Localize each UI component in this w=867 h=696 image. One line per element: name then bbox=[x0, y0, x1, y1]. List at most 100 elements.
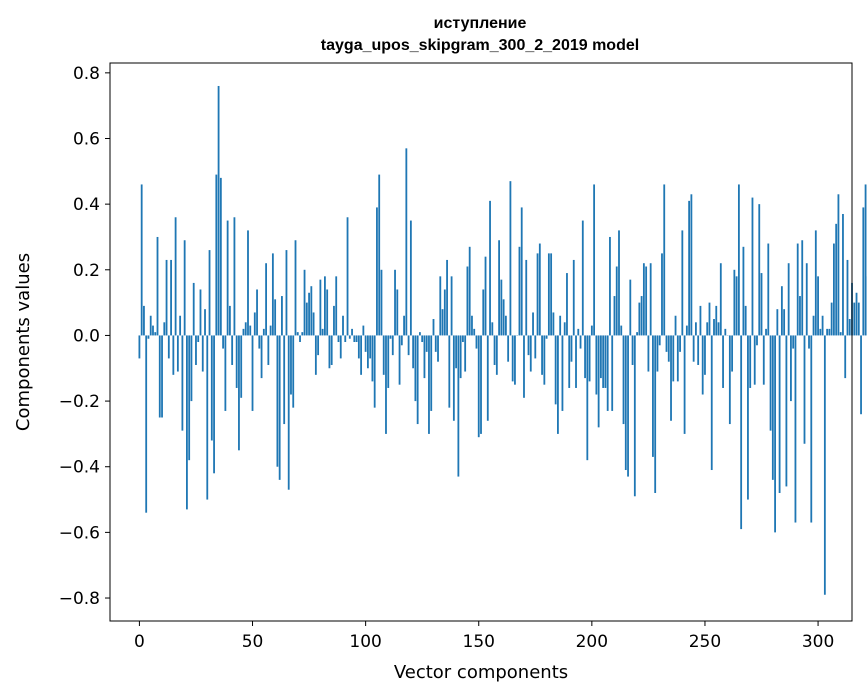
bar-74 bbox=[305, 302, 308, 336]
bar-228 bbox=[654, 335, 657, 493]
bar-17 bbox=[176, 335, 179, 372]
bar-290 bbox=[794, 335, 797, 523]
bar-263 bbox=[733, 269, 736, 336]
bar-216 bbox=[627, 335, 629, 477]
bar-267 bbox=[742, 246, 745, 336]
bar-31 bbox=[208, 250, 211, 336]
bar-258 bbox=[722, 335, 724, 388]
bar-173 bbox=[529, 335, 532, 372]
y-tick-label: −0.8 bbox=[59, 589, 100, 609]
bar-50 bbox=[251, 335, 254, 411]
bar-13 bbox=[167, 335, 170, 359]
bar-304 bbox=[826, 328, 829, 336]
bar-42 bbox=[233, 217, 236, 336]
bar-150 bbox=[477, 335, 480, 438]
bar-49 bbox=[249, 325, 252, 336]
bar-197 bbox=[584, 335, 586, 379]
bar-198 bbox=[586, 335, 589, 461]
bar-40 bbox=[228, 305, 231, 336]
bar-81 bbox=[321, 328, 324, 336]
bar-7 bbox=[154, 332, 157, 336]
bar-89 bbox=[339, 335, 342, 359]
bar-122 bbox=[414, 335, 417, 402]
bar-183 bbox=[552, 312, 555, 336]
bar-253 bbox=[710, 335, 713, 471]
bar-275 bbox=[760, 273, 763, 336]
bar-244 bbox=[690, 194, 693, 336]
bar-278 bbox=[767, 243, 770, 336]
bar-210 bbox=[613, 296, 616, 336]
bar-28 bbox=[201, 335, 204, 372]
bar-44 bbox=[238, 335, 240, 451]
bar-106 bbox=[378, 174, 381, 336]
bar-200 bbox=[590, 325, 593, 336]
bar-116 bbox=[400, 335, 403, 346]
bar-93 bbox=[348, 335, 351, 339]
bar-286 bbox=[785, 335, 788, 487]
bar-58 bbox=[269, 325, 272, 336]
bar-270 bbox=[749, 335, 752, 388]
y-tick-label: 0.6 bbox=[73, 129, 100, 149]
bar-2 bbox=[143, 305, 145, 336]
bar-227 bbox=[652, 335, 654, 457]
bar-68 bbox=[292, 335, 295, 408]
bar-237 bbox=[674, 315, 677, 336]
bar-8 bbox=[156, 236, 159, 336]
bar-252 bbox=[708, 302, 711, 336]
bar-43 bbox=[235, 335, 238, 388]
bar-277 bbox=[765, 328, 767, 336]
bar-148 bbox=[473, 328, 476, 336]
bar-256 bbox=[717, 322, 720, 336]
bar-87 bbox=[335, 276, 338, 336]
bar-242 bbox=[685, 325, 688, 336]
bar-164 bbox=[509, 181, 512, 336]
bar-107 bbox=[380, 269, 383, 336]
bar-78 bbox=[314, 335, 317, 375]
bar-246 bbox=[695, 322, 697, 336]
bar-283 bbox=[778, 335, 781, 493]
bar-171 bbox=[525, 259, 528, 336]
bar-250 bbox=[704, 335, 706, 375]
bar-318 bbox=[857, 302, 860, 336]
bar-321 bbox=[864, 184, 867, 336]
bar-172 bbox=[527, 335, 530, 356]
bar-121 bbox=[412, 335, 415, 369]
y-axis-ticks: 0.8 0.6 0.4 0.2 0.0 −0.2 −0.4 −0.6 −0.8 bbox=[59, 64, 110, 609]
bar-288 bbox=[790, 335, 792, 402]
bar-170 bbox=[523, 335, 525, 398]
bar-302 bbox=[821, 315, 824, 336]
bar-142 bbox=[459, 335, 462, 379]
bar-111 bbox=[389, 335, 392, 339]
bar-64 bbox=[283, 335, 286, 425]
bar-235 bbox=[670, 335, 672, 421]
bar-168 bbox=[518, 246, 521, 336]
bar-67 bbox=[290, 335, 292, 395]
bar-184 bbox=[554, 335, 557, 405]
bar-191 bbox=[570, 335, 573, 362]
bar-192 bbox=[572, 259, 575, 336]
bar-60 bbox=[274, 299, 277, 336]
bar-62 bbox=[278, 335, 281, 480]
bar-296 bbox=[808, 335, 810, 349]
bar-39 bbox=[226, 220, 229, 336]
bar-272 bbox=[753, 335, 756, 385]
bar-41 bbox=[231, 335, 234, 365]
bar-181 bbox=[547, 253, 550, 336]
bar-311 bbox=[842, 213, 844, 336]
x-tick-label: 200 bbox=[576, 632, 608, 652]
bar-54 bbox=[260, 335, 263, 379]
bar-14 bbox=[170, 259, 172, 336]
bar-118 bbox=[405, 148, 408, 336]
bar-4 bbox=[147, 335, 150, 339]
bar-77 bbox=[312, 312, 315, 336]
bar-155 bbox=[489, 200, 491, 336]
bar-204 bbox=[599, 335, 602, 379]
bar-11 bbox=[163, 322, 166, 336]
bar-69 bbox=[294, 240, 297, 336]
bar-262 bbox=[731, 335, 734, 372]
bar-162 bbox=[504, 315, 507, 336]
bar-134 bbox=[441, 309, 444, 336]
bar-97 bbox=[357, 335, 360, 359]
bar-115 bbox=[398, 335, 401, 385]
bar-208 bbox=[609, 236, 611, 336]
